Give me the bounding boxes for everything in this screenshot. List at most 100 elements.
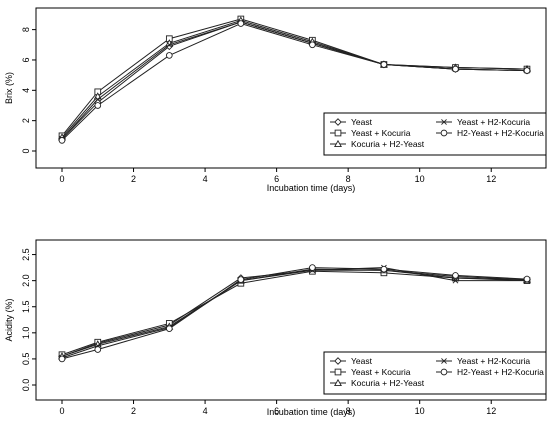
series-5 [58,264,531,363]
y-tick-label: 2.5 [21,248,31,261]
x-tick-label: 0 [59,406,64,416]
y-axis: 0.0 0.5 1.0 1.5 2.0 2.5 [21,248,36,391]
legend-marker [440,129,448,137]
series-line [61,269,528,357]
x-tick-label: 10 [415,174,425,184]
legend-item: Yeast + Kocuria [330,367,411,377]
legend-marker [334,118,342,126]
x-tick-label: 12 [486,406,496,416]
data-point [58,355,66,363]
data-point [94,102,102,109]
legend-marker [334,139,342,148]
legend-label: Yeast [351,356,373,366]
y-tick-label: 4 [21,88,31,93]
y-tick-label: 8 [21,27,31,32]
legend-label: H2-Yeast + H2-Kocuria [457,128,544,138]
legend-marker [334,378,342,387]
legend-item: Yeast [330,356,373,366]
x-tick-label: 2 [131,406,136,416]
legend-item: Yeast + H2-Kocuria [436,117,530,127]
y-tick-label: 1.0 [21,327,31,340]
y-tick-label: 0.0 [21,379,31,392]
series-2 [58,267,531,359]
y-tick-label: 0.5 [21,353,31,366]
data-point [309,41,316,49]
y-tick-label: 1.5 [21,300,31,313]
series-line [61,19,528,138]
legend-label: Kocuria + H2-Yeast [351,378,425,388]
data-point [380,265,388,273]
series-line [61,267,528,360]
x-tick-label: 6 [274,406,279,416]
legend-item: H2-Yeast + H2-Kocuria [436,367,544,377]
series-line [61,23,528,141]
legend-label: Yeast + Kocuria [351,128,411,138]
legend-item: H2-Yeast + H2-Kocuria [436,128,544,138]
legend-item: Yeast [330,117,373,127]
legend-marker [334,368,342,376]
data-point [309,264,316,271]
legend-label: Kocuria + H2-Yeast [351,139,425,149]
x-tick-label: 4 [203,174,208,184]
series-3 [58,265,531,360]
x-axis-label: Incubation time (days) [267,183,356,193]
data-point [452,65,459,73]
data-point [165,325,173,332]
x-axis: 0 2 4 6 8 10 12 [59,168,496,184]
series-line [61,267,527,359]
data-point [523,67,531,74]
y-axis-label: Acidity (%) [4,298,14,341]
data-point [452,272,459,279]
chart-panel-2: 0 2 4 6 8 10 12 Incubation time (days) 0.0 0.5 1.0… [4,239,547,417]
data-point [452,277,459,284]
legend-marker [440,368,448,376]
y-axis-label: Brix (%) [4,72,14,104]
legend-item: Yeast + H2-Kocuria [436,356,530,366]
x-tick-label: 10 [415,406,425,416]
data-point [237,276,245,283]
legend-box [323,112,547,156]
legend-item: Yeast + Kocuria [330,128,411,138]
y-tick-label: 0 [21,148,31,153]
legend-item: Kocuria + H2-Yeast [330,139,425,149]
data-point [165,52,173,59]
x-tick-label: 8 [346,406,351,416]
plot-frame [35,239,547,401]
legend-marker [441,358,447,364]
data-point [94,96,101,103]
x-axis-label: Incubation time (days) [267,407,356,417]
legend-label: H2-Yeast + H2-Kocuria [457,367,544,377]
x-tick-label: 2 [131,174,136,184]
series-5 [58,20,531,144]
legend-box [323,351,547,395]
y-tick-label: 2 [21,118,31,123]
y-tick-label: 6 [21,57,31,62]
y-axis: 0 2 4 6 8 [21,27,36,154]
legend-label: Yeast [351,117,373,127]
series-line [61,268,528,357]
data-point [58,137,66,144]
legend-label: Yeast + H2-Kocuria [457,356,530,366]
data-point [237,20,245,27]
x-axis: 0 2 4 6 8 10 12 [59,400,496,416]
data-point [94,346,102,353]
data-point [166,41,173,48]
chart-panel-1: 0 2 4 6 8 10 12 Incubation time (days) 0 2 4 6 8 Brix… [4,7,547,193]
legend-item: Kocuria + H2-Yeast [330,378,425,388]
legend-marker [334,357,342,365]
x-tick-label: 8 [346,174,351,184]
series-line [61,270,528,356]
y-tick-label: 2.0 [21,274,31,287]
x-tick-label: 4 [203,406,208,416]
x-tick-label: 12 [486,174,496,184]
plot-frame [35,7,547,169]
x-tick-label: 6 [274,174,279,184]
legend-label: Yeast + Kocuria [351,367,411,377]
data-point [523,275,531,283]
legend-marker [441,119,447,125]
legend-marker [334,129,342,137]
data-point [380,61,388,68]
